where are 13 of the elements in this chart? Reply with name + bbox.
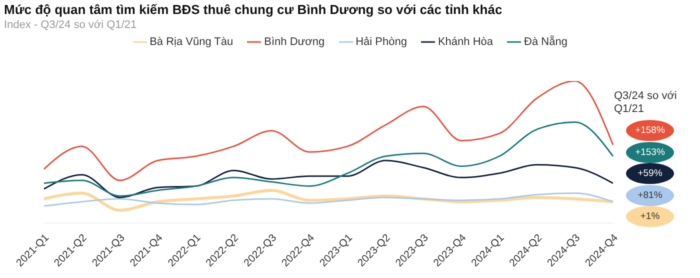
text: +1% (626, 206, 674, 227)
text: +59% (626, 163, 674, 184)
text: +81% (626, 184, 674, 206)
text: Q3/24 so với Q1/21 (614, 90, 678, 116)
text: +158% (626, 120, 674, 141)
text: +153% (626, 142, 674, 162)
legend-label: Khánh Hòa (438, 36, 494, 48)
chart-title: Mức độ quan tâm tìm kiếm BĐS thuê chung cư Bình Dương so với các tỉnh khác (4, 2, 502, 17)
chart-subtitle: Index - Q3/24 so với Q1/21 (4, 19, 137, 31)
legend-label: Bà Rịa Vũng Tàu (150, 36, 234, 48)
legend-label: Bình Dương (264, 36, 325, 48)
legend-label: Đà Nẵng (524, 36, 568, 48)
legend-label: Hải Phòng (356, 36, 407, 48)
